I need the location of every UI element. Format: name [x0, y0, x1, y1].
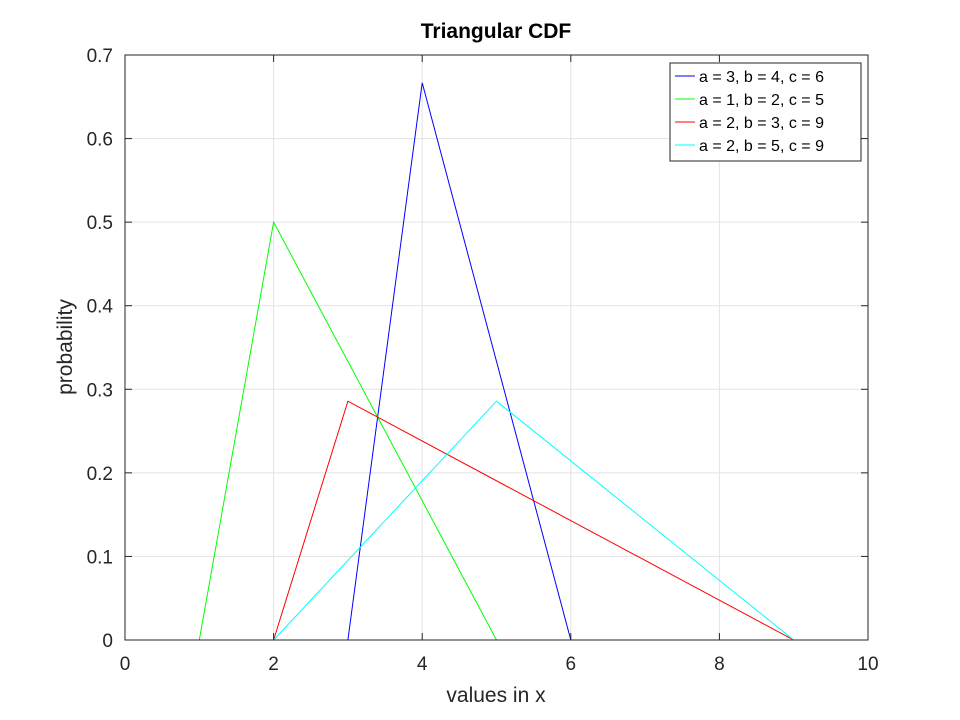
y-tick-label: 0.7	[87, 46, 113, 67]
chart-title: Triangular CDF	[421, 20, 572, 43]
y-tick-label: 0.3	[87, 380, 113, 401]
x-tick-label: 6	[566, 654, 577, 675]
legend-label-1: a = 3, b = 4, c = 6	[699, 69, 824, 86]
y-tick-label: 0.2	[87, 464, 113, 485]
y-tick-label: 0.4	[87, 297, 114, 318]
ticks: 0 2 4 6 8 10 0 0.1 0.2 0.3 0.4 0.5 0.6 0.7	[87, 46, 879, 675]
y-tick-label: 0.5	[87, 213, 113, 234]
x-tick-label: 0	[120, 654, 131, 675]
legend-label-2: a = 1, b = 2, c = 5	[699, 92, 824, 109]
legend-box	[669, 62, 862, 162]
x-tick-label: 8	[714, 654, 725, 675]
legend: a = 3, b = 4, c = 6 a = 1, b = 2, c = 5 a …	[669, 62, 862, 162]
y-axis-label: probability	[54, 299, 77, 395]
x-axis-label: values in x	[446, 684, 546, 707]
y-tick-label: 0.1	[87, 547, 113, 568]
legend-label-3: a = 2, b = 3, c = 9	[699, 115, 824, 132]
x-tick-label: 2	[268, 654, 279, 675]
legend-label-4: a = 2, b = 5, c = 9	[699, 138, 824, 155]
plot-frame	[124, 54, 869, 641]
x-tick-label: 4	[417, 654, 428, 675]
x-tick-label: 10	[857, 654, 878, 675]
y-tick-label: 0	[102, 631, 113, 652]
y-tick-label: 0.6	[87, 130, 113, 151]
